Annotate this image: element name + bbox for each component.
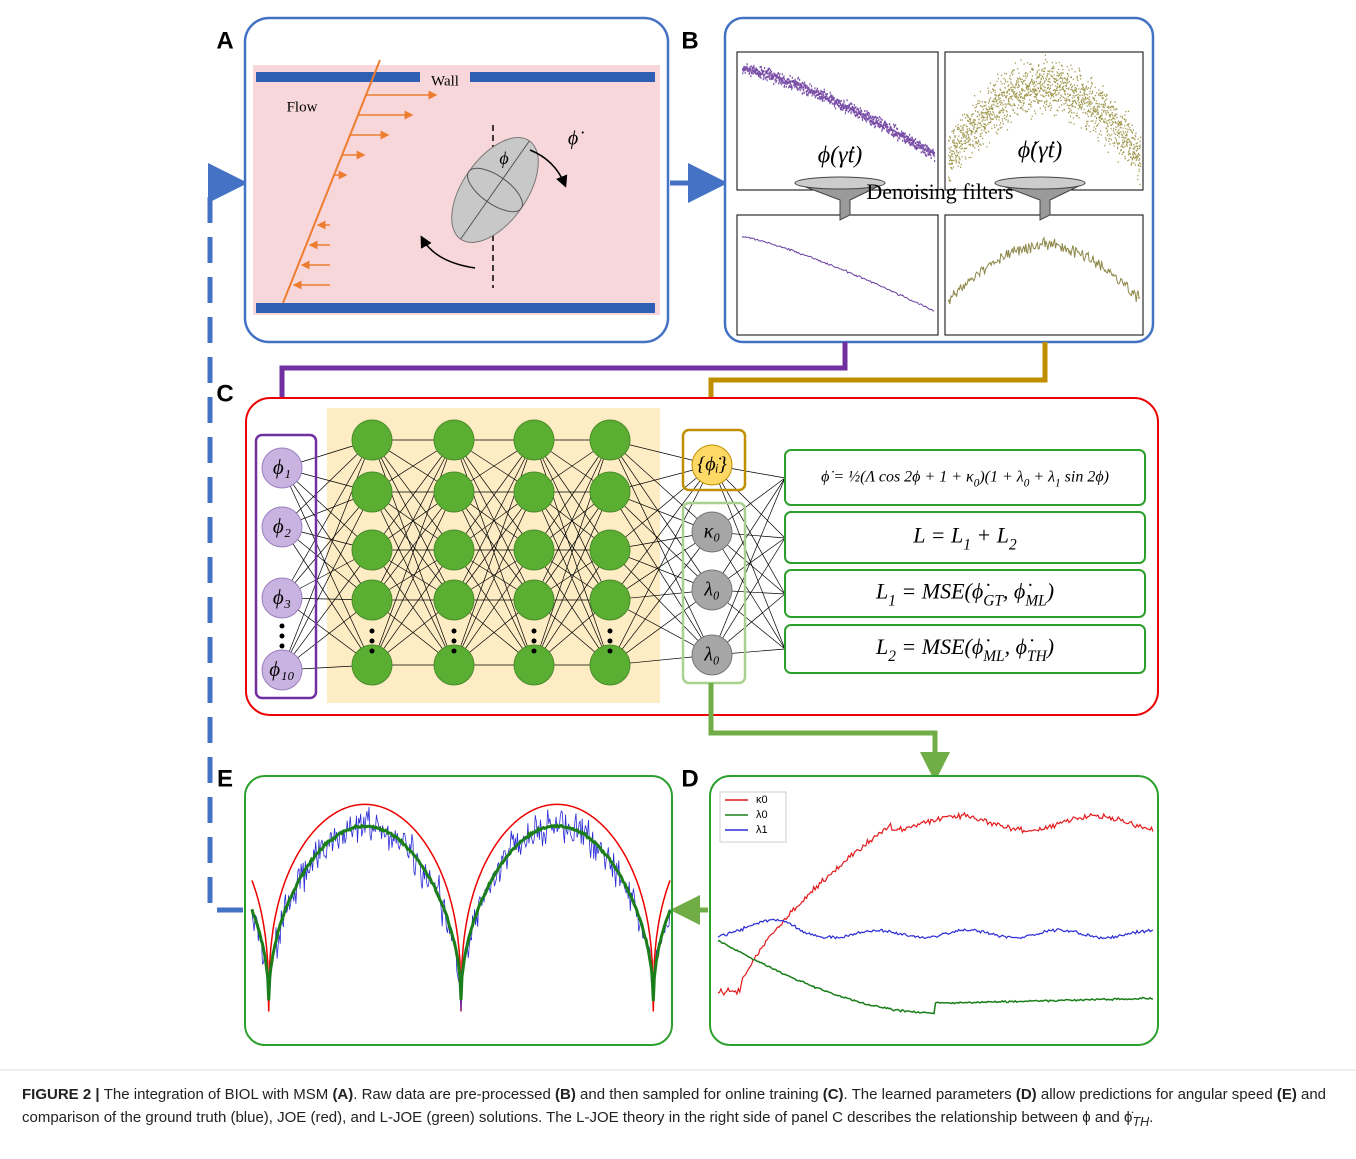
- ellipsis-dot: [452, 629, 457, 634]
- equation-part: ML: [1024, 593, 1046, 610]
- equation-part: ϕ̇ = ½(Λ cos 2ϕ + 1 + κ: [821, 468, 974, 485]
- input-label: ϕ₁: [273, 455, 291, 479]
- equation-part: GT: [983, 593, 1004, 610]
- equation-part: sin 2ϕ): [1061, 468, 1109, 485]
- equation-part: L = L: [912, 523, 963, 548]
- output-label: λ₀: [703, 579, 720, 601]
- plot-frame: [737, 215, 938, 335]
- caption-text: FIGURE 2 |: [22, 1086, 104, 1103]
- panel-label: C: [216, 380, 233, 407]
- neuron: [590, 530, 630, 570]
- neuron: [590, 580, 630, 620]
- neuron: [352, 580, 392, 620]
- equation-part: )(1 + λ: [978, 468, 1023, 485]
- filter-label: Denoising filters: [866, 179, 1013, 204]
- panel-label: D: [681, 765, 698, 792]
- figure-page: A Wall Flow ϕ ϕ̇ B ϕ(γ̇t) ϕ̇(γ̇t) Denois…: [0, 0, 1356, 1159]
- caption-text: .: [1149, 1109, 1153, 1126]
- caption-text: (C): [823, 1086, 844, 1103]
- wall-label: Wall: [431, 73, 459, 89]
- ellipsis-dot: [280, 634, 285, 639]
- equation-part: TH: [1027, 648, 1048, 665]
- neuron: [352, 472, 392, 512]
- caption-text: (E): [1277, 1086, 1297, 1103]
- neuron: [514, 530, 554, 570]
- output-label: κ₀: [704, 521, 721, 543]
- ellipsis-dot: [608, 639, 613, 644]
- ellipsis-dot: [280, 644, 285, 649]
- legend-label: λ1: [756, 824, 768, 836]
- neuron: [590, 420, 630, 460]
- ellipsis-dot: [452, 639, 457, 644]
- ellipsis-dot: [370, 649, 375, 654]
- panel-label: A: [216, 27, 233, 54]
- panel-e: E: [217, 765, 672, 1045]
- neuron: [352, 420, 392, 460]
- caption-text: allow predictions for angular speed: [1037, 1086, 1277, 1103]
- neuron: [434, 530, 474, 570]
- wall: [256, 72, 420, 82]
- panel-label: B: [681, 27, 698, 54]
- panel-label: E: [217, 765, 233, 792]
- caption-text: The integration of BIOL with MSM: [104, 1086, 333, 1103]
- neuron: [514, 472, 554, 512]
- input-label: ϕ₂: [273, 514, 291, 538]
- caption-text: (B): [555, 1086, 576, 1103]
- caption-text: . Raw data are pre-processed: [353, 1086, 555, 1103]
- equation-part: ): [1045, 579, 1054, 604]
- equation-part: ML: [982, 648, 1004, 665]
- neuron: [590, 472, 630, 512]
- ellipsis-dot: [608, 629, 613, 634]
- angle-label: ϕ: [499, 148, 508, 168]
- signal-label: ϕ(γ̇t): [818, 143, 863, 169]
- equation-part: 1: [963, 537, 971, 554]
- equation-part: = MSE(ϕ̇: [896, 634, 990, 659]
- neuron: [434, 472, 474, 512]
- equation-part: L: [875, 579, 888, 604]
- equation-part: 1: [888, 593, 896, 610]
- equation-part: 2: [1009, 537, 1017, 554]
- output-label: {ϕ̇ᵢ}: [697, 454, 727, 476]
- ellipsis-dot: [532, 649, 537, 654]
- panel-c: ϕ₁ ϕ₂ ϕ₃ ϕ₁₀ {ϕ̇ᵢ} κ₀ λ₀ λ₀ ϕ̇ = ½(Λ cos 2ϕ + 1…: [216, 380, 1158, 715]
- panel-d: κ0 λ0 λ1 D: [681, 765, 1158, 1045]
- ellipsis-dot: [608, 649, 613, 654]
- input-label: ϕ₃: [273, 585, 291, 609]
- caption-text: TH: [1132, 1115, 1149, 1129]
- neuron: [514, 580, 554, 620]
- wall: [256, 303, 655, 313]
- ellipsis-dot: [532, 639, 537, 644]
- caption-text: and then sampled for online training: [576, 1086, 823, 1103]
- ellipsis-dot: [452, 649, 457, 654]
- input-label: ϕ₁₀: [269, 657, 294, 681]
- equation-part: = MSE(ϕ̇: [896, 579, 990, 604]
- flow-label: Flow: [287, 99, 318, 115]
- panel-a: A Wall Flow ϕ ϕ̇: [216, 18, 668, 342]
- equation-part: + λ: [1029, 468, 1055, 485]
- neuron: [352, 530, 392, 570]
- equation-part: + L: [971, 523, 1009, 548]
- legend-label: κ0: [756, 794, 768, 806]
- caption-text: (D): [1016, 1086, 1037, 1103]
- neuron: [434, 580, 474, 620]
- ellipsis-dot: [370, 629, 375, 634]
- ellipsis-dot: [280, 624, 285, 629]
- output-label: λ₀: [703, 644, 720, 666]
- equation-part: ): [1045, 634, 1054, 659]
- signal-label: ϕ̇(γ̇t): [1018, 138, 1063, 164]
- neuron: [434, 420, 474, 460]
- legend-label: λ0: [756, 809, 768, 821]
- caption-text: . The learned parameters: [844, 1086, 1016, 1103]
- caption-text: (A): [332, 1086, 353, 1103]
- feedback-arrow: [210, 183, 243, 910]
- equation-part: L: [875, 634, 888, 659]
- wall: [470, 72, 655, 82]
- panel-frame: [245, 776, 672, 1045]
- ellipsis-dot: [532, 629, 537, 634]
- ellipsis-dot: [370, 639, 375, 644]
- caption: FIGURE 2 | The integration of BIOL with …: [22, 1083, 1332, 1134]
- panel-b: B ϕ(γ̇t) ϕ̇(γ̇t) Denoising filters: [681, 18, 1153, 342]
- figure: A Wall Flow ϕ ϕ̇ B ϕ(γ̇t) ϕ̇(γ̇t) Denois…: [0, 0, 1356, 1159]
- neuron: [514, 420, 554, 460]
